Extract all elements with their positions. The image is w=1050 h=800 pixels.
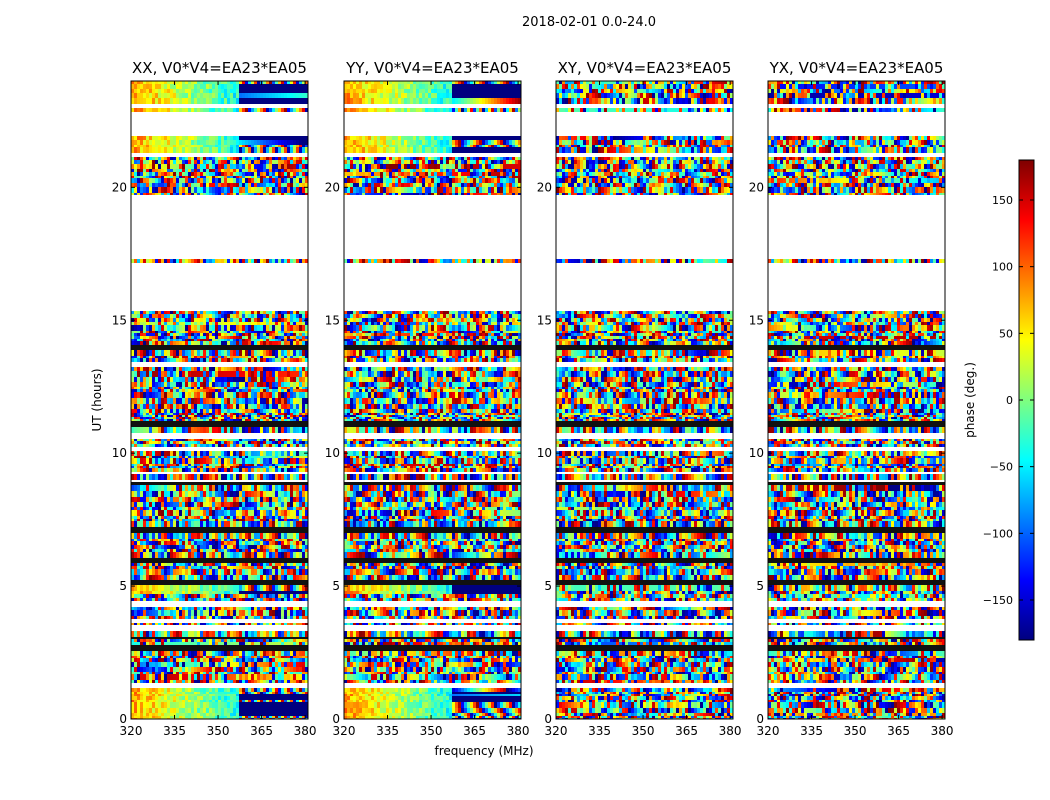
y-axis-label: UT (hours) bbox=[90, 368, 104, 431]
colorbar-tick-label: 150 bbox=[992, 194, 1013, 207]
x-tick-label: 320 bbox=[757, 724, 780, 738]
x-tick-label: 365 bbox=[887, 724, 910, 738]
panel-yy: YY, V0*V4=EA23*EA05 320 335 350 365 380 0 5 10 15… bbox=[325, 59, 530, 738]
panel-frame bbox=[555, 80, 734, 720]
x-tick-label: 350 bbox=[844, 724, 867, 738]
panel-title: XX, V0*V4=EA23*EA05 bbox=[132, 59, 307, 77]
x-tick-label: 320 bbox=[333, 724, 356, 738]
y-tick-label: 0 bbox=[544, 712, 552, 726]
y-tick-label: 5 bbox=[119, 579, 127, 593]
colorbar-tick-label: 0 bbox=[1006, 394, 1013, 407]
panels-group: XX, V0*V4=EA23*EA05 320 335 350 365 380 0 5 10 15… bbox=[112, 59, 954, 738]
colorbar-tick-label: −100 bbox=[983, 527, 1013, 540]
x-tick-label: 380 bbox=[719, 724, 742, 738]
panel-title: YX, V0*V4=EA23*EA05 bbox=[769, 59, 944, 77]
panel-frame bbox=[343, 80, 522, 720]
x-tick-label: 320 bbox=[545, 724, 568, 738]
x-axis-label: frequency (MHz) bbox=[434, 744, 533, 758]
y-tick-label: 10 bbox=[749, 446, 764, 460]
colorbar-tick-label: −150 bbox=[983, 594, 1013, 607]
panel-title: XY, V0*V4=EA23*EA05 bbox=[558, 59, 732, 77]
x-tick-label: 350 bbox=[420, 724, 443, 738]
colorbar-label: phase (deg.) bbox=[963, 362, 977, 438]
y-tick-label: 20 bbox=[537, 180, 552, 194]
x-tick-label: 365 bbox=[675, 724, 698, 738]
phase-image bbox=[556, 81, 733, 719]
y-tick-label: 15 bbox=[537, 313, 552, 327]
phase-image bbox=[344, 81, 521, 719]
panel-xx: XX, V0*V4=EA23*EA05 320 335 350 365 380 0 5 10 15… bbox=[112, 59, 317, 738]
x-tick-label: 335 bbox=[376, 724, 399, 738]
x-tick-label: 335 bbox=[163, 724, 186, 738]
x-tick-label: 365 bbox=[250, 724, 273, 738]
x-tick-label: 365 bbox=[463, 724, 486, 738]
panel-xy: XY, V0*V4=EA23*EA05 320 335 350 365 380 0 5 10 15… bbox=[537, 59, 742, 738]
panel-frame bbox=[130, 80, 309, 720]
x-tick-label: 350 bbox=[207, 724, 230, 738]
y-tick-label: 15 bbox=[325, 313, 340, 327]
y-tick-label: 20 bbox=[112, 180, 127, 194]
x-tick-label: 350 bbox=[632, 724, 655, 738]
y-tick-label: 15 bbox=[749, 313, 764, 327]
panel-title: YY, V0*V4=EA23*EA05 bbox=[345, 59, 519, 77]
y-tick-label: 0 bbox=[119, 712, 127, 726]
x-tick-label: 320 bbox=[120, 724, 143, 738]
x-tick-label: 380 bbox=[507, 724, 530, 738]
y-tick-label: 10 bbox=[537, 446, 552, 460]
y-tick-label: 5 bbox=[332, 579, 340, 593]
colorbar-tick-label: 50 bbox=[999, 327, 1013, 340]
y-tick-label: 5 bbox=[756, 579, 764, 593]
colorbar-tick-label: 100 bbox=[992, 261, 1013, 274]
x-tick-label: 335 bbox=[588, 724, 611, 738]
y-tick-label: 0 bbox=[332, 712, 340, 726]
x-tick-label: 380 bbox=[931, 724, 954, 738]
colorbar-tick-label: −50 bbox=[990, 461, 1013, 474]
figure-title: 2018-02-01 0.0-24.0 bbox=[522, 15, 656, 30]
phase-image bbox=[768, 81, 945, 719]
phase-image bbox=[131, 81, 308, 719]
x-tick-label: 335 bbox=[800, 724, 823, 738]
y-tick-label: 10 bbox=[112, 446, 127, 460]
y-tick-label: 20 bbox=[749, 180, 764, 194]
colorbar: −150 −100 −50 0 50 100 150 bbox=[983, 159, 1035, 641]
x-tick-label: 380 bbox=[294, 724, 317, 738]
y-tick-label: 15 bbox=[112, 313, 127, 327]
panel-frame bbox=[767, 80, 946, 720]
y-tick-label: 5 bbox=[544, 579, 552, 593]
y-tick-label: 10 bbox=[325, 446, 340, 460]
panel-yx: YX, V0*V4=EA23*EA05 320 335 350 365 380 0 5 10 15… bbox=[749, 59, 954, 738]
y-tick-label: 20 bbox=[325, 180, 340, 194]
y-tick-label: 0 bbox=[756, 712, 764, 726]
